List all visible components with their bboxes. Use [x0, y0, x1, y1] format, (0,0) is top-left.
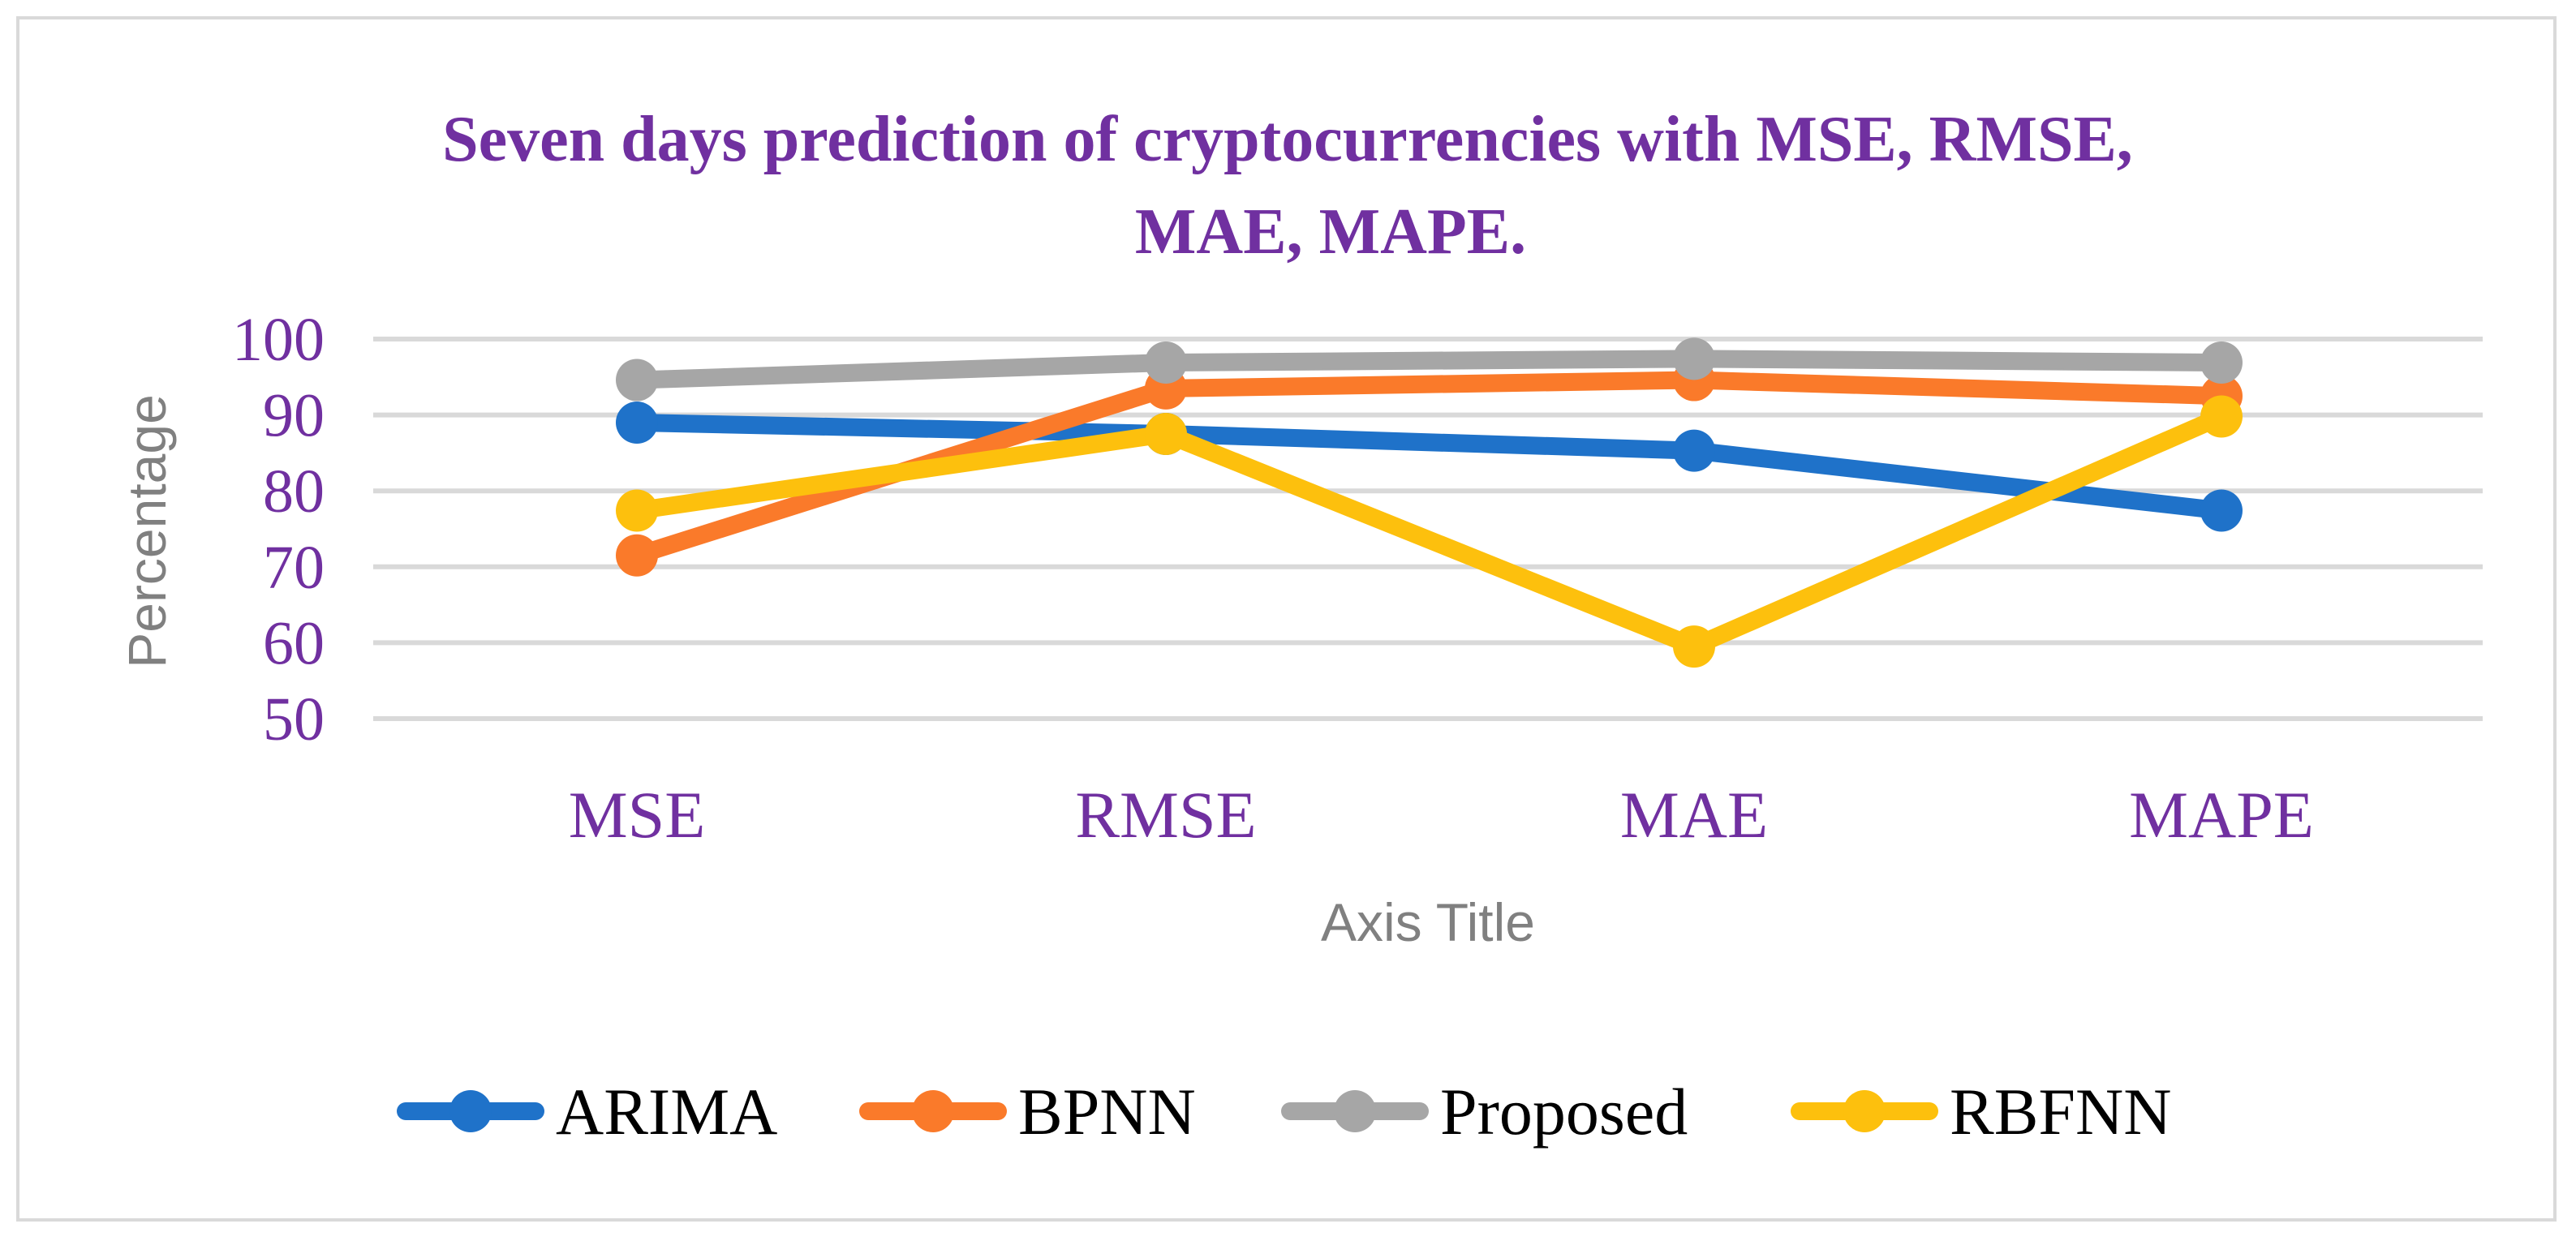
data-point-bpnn-mse[interactable]	[616, 534, 658, 577]
series-line-proposed	[628, 350, 2230, 389]
y-tick-label: 70	[263, 534, 325, 602]
x-axis-title: Axis Title	[1321, 892, 1535, 952]
chart-frame	[16, 16, 2557, 1222]
legend-label: BPNN	[1018, 1075, 1196, 1149]
data-point-arima-mape[interactable]	[2200, 489, 2243, 532]
legend-swatch-marker	[1334, 1090, 1376, 1132]
x-tick-label-mape: MAPE	[2129, 778, 2314, 852]
legend-label: ARIMA	[556, 1075, 777, 1149]
y-tick-label: 60	[263, 609, 325, 677]
data-point-rbfnn-mse[interactable]	[616, 489, 658, 532]
legend-item-rbfnn[interactable]: RBFNN	[1791, 1075, 2171, 1149]
y-axis-title: Percentage	[117, 394, 177, 668]
x-tick-label-mse: MSE	[569, 778, 706, 852]
data-point-rbfnn-mae[interactable]	[1673, 625, 1715, 668]
series-rbfnn	[616, 395, 2243, 668]
series-line-rbfnn	[628, 407, 2230, 656]
series-proposed	[616, 337, 2243, 402]
data-point-proposed-mse[interactable]	[616, 359, 658, 402]
y-tick-label: 80	[263, 457, 325, 526]
x-axis-ticks: MSE RMSE MAE MAPE	[569, 778, 2314, 852]
y-tick-label: 90	[263, 382, 325, 450]
data-point-proposed-mape[interactable]	[2200, 341, 2243, 384]
legend-item-arima[interactable]: ARIMA	[397, 1075, 777, 1149]
series-line-arima	[628, 413, 2230, 520]
x-tick-label-mae: MAE	[1620, 778, 1768, 852]
legend-item-proposed[interactable]: Proposed	[1281, 1075, 1688, 1149]
legend-swatch-marker	[1843, 1090, 1886, 1132]
legend-label: RBFNN	[1950, 1075, 2171, 1149]
chart-title-line-2: MAE, MAPE.	[1135, 196, 1526, 268]
x-tick-label-rmse: RMSE	[1075, 778, 1256, 852]
chart-title-line-1: Seven days prediction of cryptocurrencie…	[442, 104, 2133, 175]
data-point-proposed-rmse[interactable]	[1145, 341, 1187, 384]
y-tick-label: 50	[263, 685, 325, 754]
legend-swatch-marker	[912, 1090, 954, 1132]
y-tick-label: 100	[232, 306, 325, 374]
data-point-rbfnn-mape[interactable]	[2200, 395, 2243, 438]
legend-item-bpnn[interactable]: BPNN	[859, 1075, 1196, 1149]
data-point-rbfnn-rmse[interactable]	[1145, 413, 1187, 455]
data-point-arima-mae[interactable]	[1673, 429, 1715, 472]
data-point-proposed-mae[interactable]	[1673, 337, 1715, 380]
legend[interactable]: ARIMA BPNN Proposed RBFNN	[397, 1075, 2171, 1149]
legend-label: Proposed	[1440, 1075, 1688, 1149]
y-axis-ticks: 50 60 70 80 90 100	[232, 306, 325, 754]
gridlines	[373, 337, 2483, 721]
legend-swatch-marker	[449, 1090, 492, 1132]
series-layer	[616, 337, 2243, 668]
data-point-arima-mse[interactable]	[616, 401, 658, 444]
